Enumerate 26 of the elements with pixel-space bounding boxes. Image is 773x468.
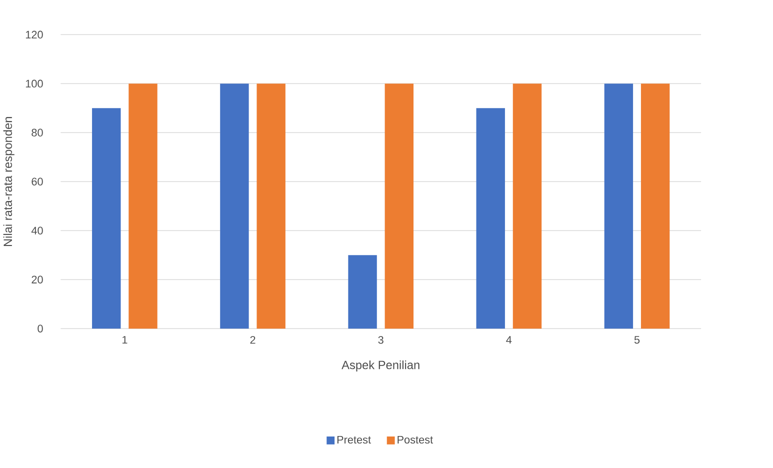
y-tick-label: 20 — [32, 276, 43, 284]
x-tick-label: 1 — [122, 336, 128, 344]
x-tick-label: 5 — [634, 336, 640, 344]
bar — [384, 84, 414, 329]
bar — [512, 84, 542, 329]
y-tick-label: 100 — [26, 80, 43, 88]
bar — [220, 84, 249, 329]
bar — [476, 108, 505, 329]
bar — [348, 255, 377, 329]
bar — [604, 84, 634, 329]
y-tick-label: 120 — [26, 30, 43, 38]
legend-label: Pretest — [337, 436, 371, 444]
x-tick-label: 2 — [250, 336, 256, 344]
x-tick-label: 3 — [378, 336, 384, 344]
bar — [92, 108, 121, 329]
x-tick-label: 4 — [506, 336, 512, 344]
y-axis-title: Nilai rata-rata responden — [3, 116, 14, 246]
y-tick-label: 60 — [32, 178, 43, 186]
legend-label: Postest — [398, 436, 433, 444]
y-tick-label: 40 — [31, 226, 43, 234]
y-tick-label: 0 — [38, 324, 43, 332]
y-tick-label: 80 — [32, 128, 43, 136]
bar — [640, 84, 670, 329]
x-axis-title: Aspek Penilian — [342, 360, 420, 372]
bar — [128, 84, 158, 329]
bar — [256, 84, 286, 329]
